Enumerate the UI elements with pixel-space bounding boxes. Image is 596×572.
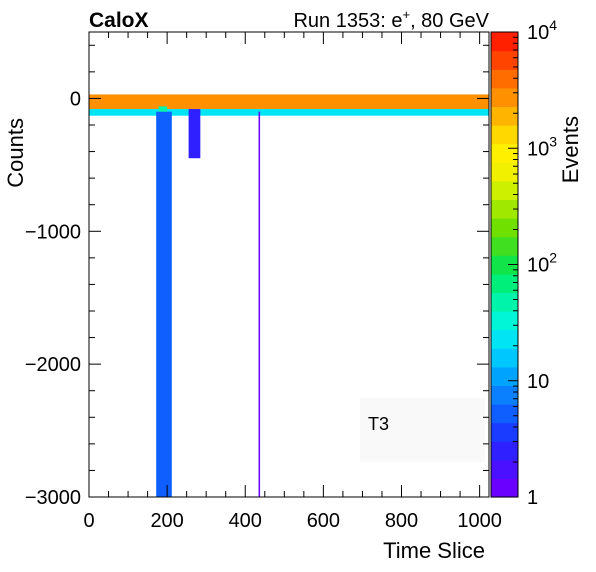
heatmap-band-pulse-body: [156, 111, 172, 497]
x-tick-label: 400: [229, 510, 262, 532]
x-tick-label: 1000: [457, 510, 502, 532]
color-scale-band: [491, 199, 518, 219]
annotation-box: [360, 398, 485, 462]
y-tick-label: −2000: [25, 354, 81, 376]
z-tick-label-base: 10: [527, 138, 549, 160]
z-tick-label-exponent: 3: [549, 133, 557, 149]
color-scale-title: Events: [558, 116, 583, 183]
z-tick-label: 10: [527, 371, 549, 393]
color-scale-band: [491, 329, 518, 349]
z-tick-label-base: 1: [527, 487, 538, 509]
x-tick-label: 600: [307, 510, 340, 532]
run-info-label: Run 1353: e+, 80 GeV: [293, 7, 489, 32]
x-tick-label: 0: [83, 510, 94, 532]
y-axis: 0 −1000 −2000 −3000: [25, 44, 489, 509]
x-tick-label: 800: [385, 510, 418, 532]
x-tick-label: 200: [150, 510, 183, 532]
color-scale-band: [491, 348, 518, 368]
z-tick-label: 104: [527, 17, 557, 44]
color-scale-band: [491, 385, 518, 405]
heatmap-band-baseline: [89, 94, 489, 110]
z-tick-label-base: 10: [527, 22, 549, 44]
run-info-prefix: Run 1353: e: [293, 10, 402, 32]
color-scale-band: [491, 422, 518, 442]
y-tick-label: −1000: [25, 221, 81, 243]
z-tick-label-base: 10: [527, 255, 549, 277]
z-tick-label: 102: [527, 250, 557, 277]
z-tick-label-exponent: 4: [549, 17, 557, 33]
color-scale-band: [491, 311, 518, 331]
heatmap-band-sparse-spike: [258, 111, 261, 497]
color-scale-band: [491, 366, 518, 386]
color-scale-band: [491, 32, 518, 52]
annotation-label: T3: [368, 414, 389, 434]
color-scale-band: [491, 236, 518, 256]
color-scale-band: [491, 478, 518, 498]
heatmap-cells: [89, 94, 489, 497]
color-scale-band: [491, 50, 518, 70]
color-scale-band: [491, 69, 518, 89]
color-scale-band: [491, 441, 518, 461]
x-axis-title: Time Slice: [383, 538, 485, 563]
color-scale-band: [491, 292, 518, 312]
y-tick-label: −3000: [25, 487, 81, 509]
y-axis-title: Counts: [3, 118, 28, 188]
color-scale-band: [491, 404, 518, 424]
plot-frame: [88, 31, 490, 498]
color-scale-band: [491, 180, 518, 200]
color-scale-band: [491, 273, 518, 293]
z-tick-label: 1: [527, 487, 538, 509]
color-scale-band: [491, 106, 518, 126]
color-scale-band: [491, 125, 518, 145]
color-scale-band: [491, 255, 518, 275]
color-scale-band: [491, 218, 518, 238]
color-scale-band: [491, 162, 518, 182]
y-tick-label: 0: [70, 88, 81, 110]
z-tick-label-base: 10: [527, 371, 549, 393]
run-info-charge: +: [402, 7, 410, 22]
z-tick-label-exponent: 2: [549, 250, 557, 266]
color-scale-bands: [491, 32, 518, 498]
z-tick-label: 103: [527, 133, 557, 160]
plot-area: T3: [88, 31, 490, 498]
heatmap-band-pulse-secondary: [188, 109, 201, 159]
heatmap-band-baseline-tail: [89, 109, 489, 116]
experiment-label: CaloX: [89, 9, 149, 32]
x-axis: 0 200 400 600 800 1000: [83, 32, 502, 532]
run-info-suffix: , 80 GeV: [410, 10, 490, 32]
color-scale-band: [491, 87, 518, 107]
color-scale-band: [491, 459, 518, 479]
